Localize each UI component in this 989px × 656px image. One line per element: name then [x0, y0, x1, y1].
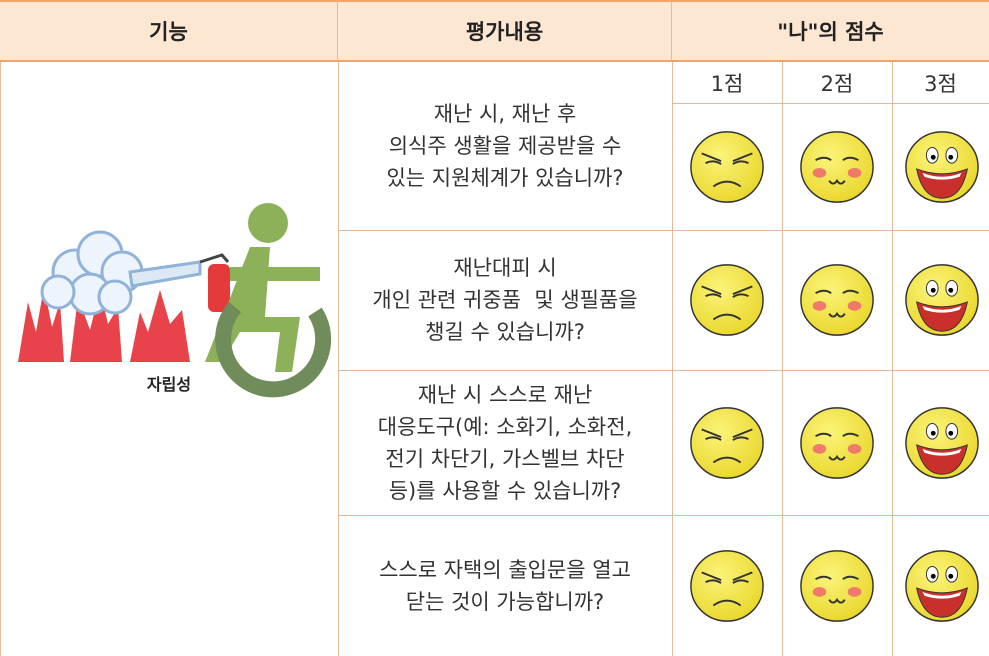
question-line: 대응도구(예: 소화기, 소화전,	[377, 414, 633, 439]
border	[0, 62, 1, 656]
question-line: 등)를 사용할 수 있습니까?	[388, 478, 622, 503]
score-label: 3점	[924, 71, 957, 96]
header-cell: 평가내용	[338, 0, 672, 62]
face-icon	[799, 406, 875, 479]
face-icon	[905, 130, 979, 203]
face-icon	[689, 549, 765, 622]
border	[892, 62, 893, 656]
border	[672, 103, 989, 104]
face-icon	[689, 263, 765, 337]
header-text: 평가내용	[465, 20, 544, 44]
face-icon	[799, 549, 875, 622]
question-line: 전기 차단기, 가스벨브 차단	[385, 446, 625, 471]
face-icon	[799, 263, 875, 337]
face-icon	[905, 264, 979, 336]
question-line: 재난대피 시	[453, 256, 557, 280]
header-text: "나"의 점수	[777, 20, 884, 44]
border	[338, 62, 339, 656]
function-label: 자립성	[147, 375, 191, 394]
cloud	[40, 230, 202, 316]
border	[338, 230, 989, 231]
border	[782, 62, 783, 656]
extinguisher	[199, 253, 230, 312]
border	[672, 62, 673, 656]
question-line: 닫는 것이 가능합니까?	[405, 589, 605, 614]
face-icon	[905, 406, 979, 479]
question-line: 의식주 생활을 제공받을 수	[388, 134, 622, 158]
face-icon	[905, 549, 979, 622]
question-line: 챙길 수 있습니까?	[425, 320, 585, 344]
face-icon	[689, 406, 765, 479]
question-line: 개인 관련 귀중품 및 생필품을	[372, 288, 638, 312]
border	[338, 515, 989, 516]
score-label: 1점	[710, 71, 744, 96]
flames	[18, 287, 190, 362]
header-text: 기능	[149, 20, 188, 44]
face-icon	[799, 130, 875, 203]
question-line: 재난 시 스스로 재난	[417, 382, 593, 407]
border	[338, 370, 989, 371]
question-line: 재난 시, 재난 후	[433, 102, 577, 126]
face-icon	[689, 130, 765, 203]
illustration: 자립성	[18, 203, 332, 398]
question-line: 스스로 자택의 출입문을 열고	[379, 557, 631, 582]
header-cell: 기능	[0, 0, 338, 62]
header-cell: "나"의 점수	[672, 0, 989, 62]
score-label: 2점	[820, 71, 854, 96]
question-line: 있는 지원체계가 있습니까?	[386, 166, 624, 190]
wheel	[215, 301, 332, 398]
